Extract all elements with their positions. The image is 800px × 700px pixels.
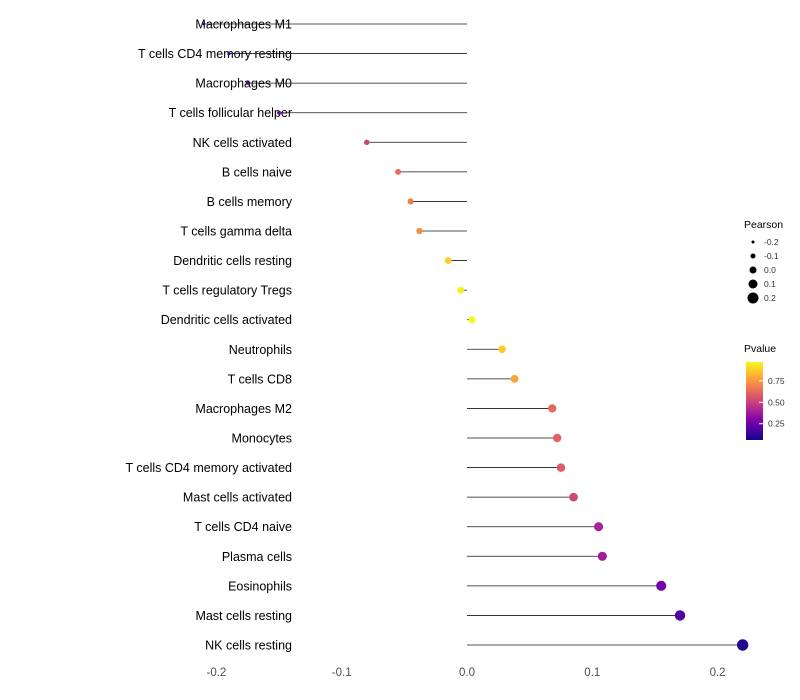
size-legend-dot xyxy=(749,266,757,274)
category-label: NK cells resting xyxy=(205,639,292,653)
lollipop-row: Macrophages M1 xyxy=(195,18,467,32)
lollipop-row: Mast cells resting xyxy=(195,609,686,623)
pvalue-legend-label: 0.75 xyxy=(768,376,785,386)
category-label: NK cells activated xyxy=(193,136,292,150)
point-dot xyxy=(364,139,370,145)
size-legend-label: -0.1 xyxy=(764,251,779,261)
lollipop-row: T cells CD4 memory resting xyxy=(138,47,467,61)
pvalue-legend-label: 0.25 xyxy=(768,419,785,429)
lollipop-row: NK cells resting xyxy=(205,639,749,653)
pvalue-legend-label: 0.50 xyxy=(768,397,785,407)
point-dot xyxy=(552,433,562,443)
size-legend-dot xyxy=(751,240,755,244)
category-label: T cells CD4 memory activated xyxy=(126,461,293,475)
category-label: Mast cells resting xyxy=(195,609,292,623)
point-dot xyxy=(569,492,578,502)
category-label: Eosinophils xyxy=(228,579,292,593)
lollipop-row: Eosinophils xyxy=(228,579,667,593)
point-dot xyxy=(674,610,686,621)
lollipop-row: T cells gamma delta xyxy=(180,225,467,239)
point-dot xyxy=(457,286,465,294)
category-label: Macrophages M0 xyxy=(195,77,292,91)
lollipop-row: T cells follicular helper xyxy=(169,106,467,120)
point-dot xyxy=(656,580,667,591)
point-dot xyxy=(736,639,749,651)
point-dot xyxy=(594,522,604,532)
size-legend-dot xyxy=(747,292,759,304)
x-axis-tick-label: 0.2 xyxy=(710,667,726,679)
category-label: T cells CD4 memory resting xyxy=(138,47,292,61)
category-label: Macrophages M2 xyxy=(195,402,292,416)
x-axis-tick-label: 0.1 xyxy=(584,667,600,679)
x-axis-tick-label: 0.0 xyxy=(459,667,475,679)
size-legend-label: 0.0 xyxy=(764,265,776,275)
point-dot xyxy=(444,257,452,264)
category-label: Dendritic cells resting xyxy=(173,254,292,268)
size-legend-dot xyxy=(748,279,758,289)
lollipop-row: Macrophages M0 xyxy=(195,77,467,91)
point-dot xyxy=(245,81,250,85)
category-label: T cells CD8 xyxy=(228,372,292,386)
lollipop-row: T cells regulatory Tregs xyxy=(162,284,467,298)
point-dot xyxy=(202,22,206,26)
point-dot xyxy=(498,345,506,354)
point-dot xyxy=(468,316,476,324)
category-label: Macrophages M1 xyxy=(195,18,292,32)
point-dot xyxy=(277,110,282,115)
lollipop-row: Dendritic cells activated xyxy=(161,313,476,327)
category-label: Neutrophils xyxy=(229,343,292,357)
color-legend-title: Pvalue xyxy=(744,343,776,355)
x-axis-tick-label: -0.1 xyxy=(332,667,352,679)
category-label: Mast cells activated xyxy=(183,491,292,505)
category-label: T cells gamma delta xyxy=(180,225,292,239)
lollipop-row: Mast cells activated xyxy=(183,491,578,505)
size-legend-title: Pearson xyxy=(744,219,783,231)
x-axis-tick-label: -0.2 xyxy=(206,667,226,679)
category-label: Plasma cells xyxy=(222,550,292,564)
lollipop-row: Monocytes xyxy=(232,432,562,446)
lollipop-row: T cells CD4 memory activated xyxy=(126,461,566,475)
category-label: T cells follicular helper xyxy=(169,106,292,120)
lollipop-row: Macrophages M2 xyxy=(195,402,557,416)
point-dot xyxy=(510,374,519,383)
lollipop-row: T cells CD8 xyxy=(228,372,519,386)
point-dot xyxy=(556,463,566,472)
point-dot xyxy=(548,404,557,413)
point-dot xyxy=(416,227,423,235)
pvalue-gradient-bar xyxy=(746,362,763,440)
lollipop-row: B cells naive xyxy=(222,165,467,179)
size-legend-label: -0.2 xyxy=(764,237,779,247)
lollipop-row: Dendritic cells resting xyxy=(173,254,467,268)
lollipop-row: B cells memory xyxy=(207,195,467,209)
category-label: B cells naive xyxy=(222,165,292,179)
lollipop-row: Plasma cells xyxy=(222,550,607,564)
size-legend-label: 0.1 xyxy=(764,279,776,289)
category-label: Monocytes xyxy=(232,432,292,446)
category-label: Dendritic cells activated xyxy=(161,313,292,327)
point-dot xyxy=(597,551,607,561)
point-dot xyxy=(407,198,414,205)
point-dot xyxy=(395,168,402,175)
lollipop-row: Neutrophils xyxy=(229,343,506,357)
point-dot xyxy=(227,51,231,56)
size-legend-label: 0.2 xyxy=(764,293,776,303)
category-label: T cells CD4 naive xyxy=(194,520,292,534)
category-label: B cells memory xyxy=(207,195,293,209)
category-label: T cells regulatory Tregs xyxy=(162,284,292,298)
lollipop-row: NK cells activated xyxy=(193,136,467,150)
size-legend-dot xyxy=(750,253,756,259)
lollipop-row: T cells CD4 naive xyxy=(194,520,604,534)
